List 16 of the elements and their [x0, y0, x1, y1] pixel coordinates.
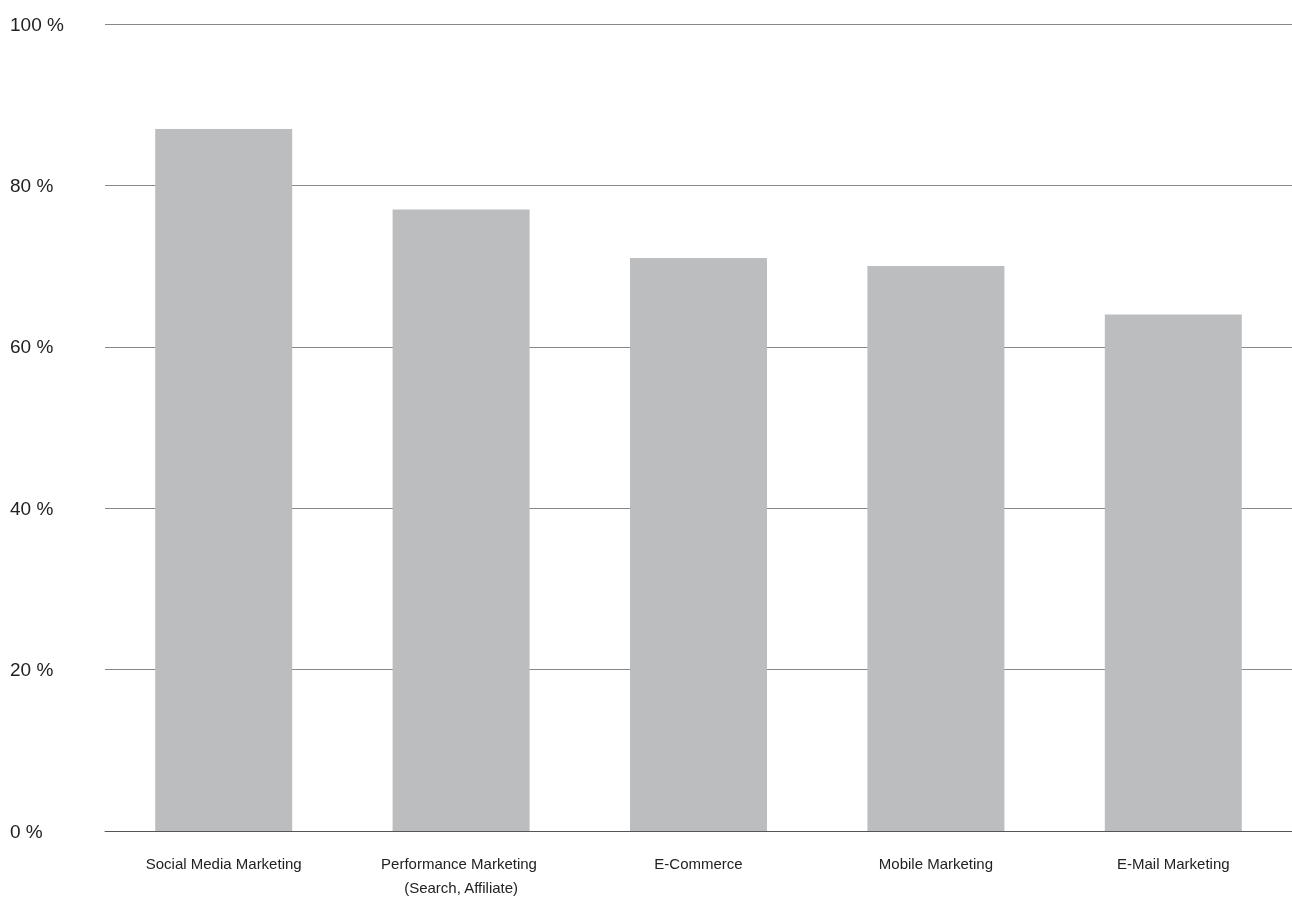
- y-tick-label: 40 %: [10, 497, 54, 519]
- x-tick-label: Performance Marketing (Search, Affiliate): [381, 854, 542, 896]
- bar: [630, 258, 767, 831]
- x-tick-label: E-Mail Marketing: [1117, 854, 1230, 872]
- bar: [867, 266, 1005, 831]
- x-tick-label: E-Commerce: [654, 854, 743, 872]
- y-tick-label: 60 %: [10, 336, 54, 358]
- x-tick-label: Mobile Marketing: [878, 854, 994, 872]
- x-tick-label: Social Media Marketing: [145, 854, 302, 872]
- y-tick-label: 100 %: [10, 13, 64, 35]
- y-tick-label: 20 %: [10, 659, 54, 681]
- bar: [392, 209, 530, 831]
- bar: [155, 128, 293, 831]
- y-tick-label: 80 %: [10, 174, 54, 196]
- bar: [1104, 314, 1242, 831]
- y-tick-label: 0 %: [10, 820, 43, 842]
